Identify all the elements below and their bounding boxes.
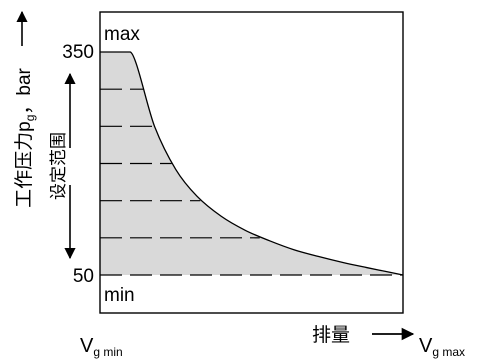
plot-frame bbox=[99, 11, 404, 314]
max-label: max bbox=[104, 24, 140, 45]
y-axis-title-sub: g bbox=[23, 115, 37, 122]
y-tick-350: 350 bbox=[62, 42, 94, 63]
svg-text:工作压力pg，bar: 工作压力pg，bar bbox=[13, 67, 37, 207]
x-max-label: Vg max bbox=[419, 335, 465, 359]
adjustable-area-fill bbox=[100, 52, 403, 275]
y-axis-title: 工作压力pg，bar bbox=[13, 67, 37, 207]
x-min-label: Vg min bbox=[80, 335, 123, 359]
y-axis-title-main: 工作压力p bbox=[13, 121, 35, 208]
range-label-group: 设定范围 bbox=[49, 132, 68, 200]
y-tick-50: 50 bbox=[73, 266, 94, 287]
y-axis-title-unit: ，bar bbox=[14, 67, 35, 114]
x-min-label-main: V bbox=[80, 335, 94, 357]
x-axis-title: 排量 bbox=[312, 324, 350, 346]
min-label: min bbox=[104, 285, 135, 306]
power-curve bbox=[100, 51, 404, 276]
setting-range-label: 设定范围 bbox=[49, 132, 68, 200]
x-max-label-sub: g max bbox=[432, 345, 465, 359]
x-min-label-sub: g min bbox=[93, 345, 122, 359]
setting-lines bbox=[100, 88, 403, 276]
x-max-label-main: V bbox=[419, 335, 433, 357]
